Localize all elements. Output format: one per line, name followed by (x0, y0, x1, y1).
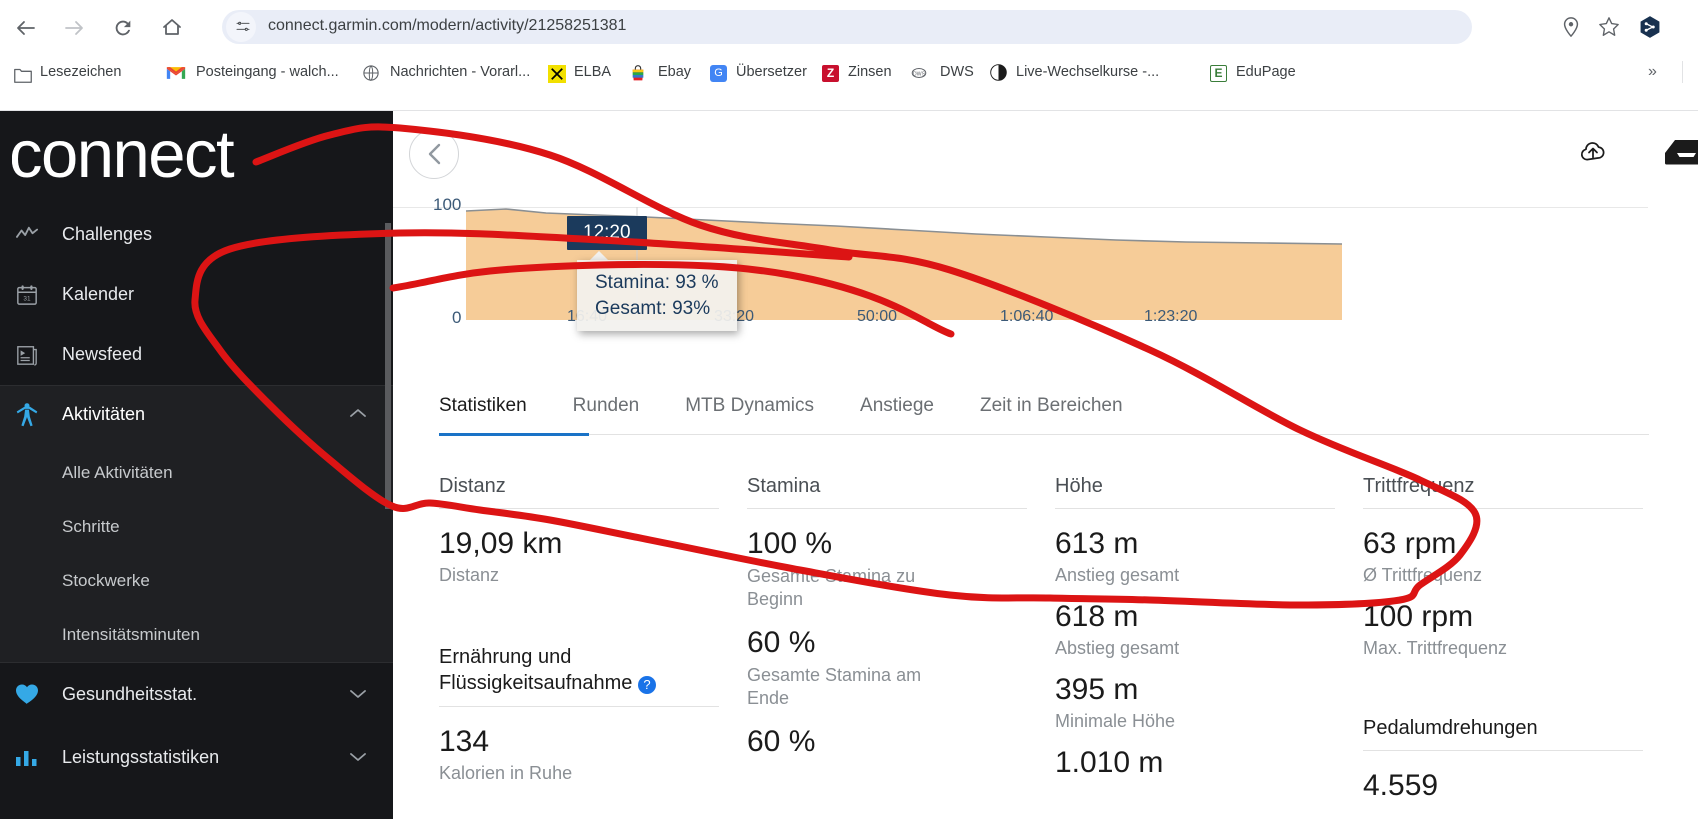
svg-text:31: 31 (23, 296, 31, 303)
svg-text:connect: connect (12, 117, 235, 191)
svg-text:DWS: DWS (913, 71, 926, 77)
